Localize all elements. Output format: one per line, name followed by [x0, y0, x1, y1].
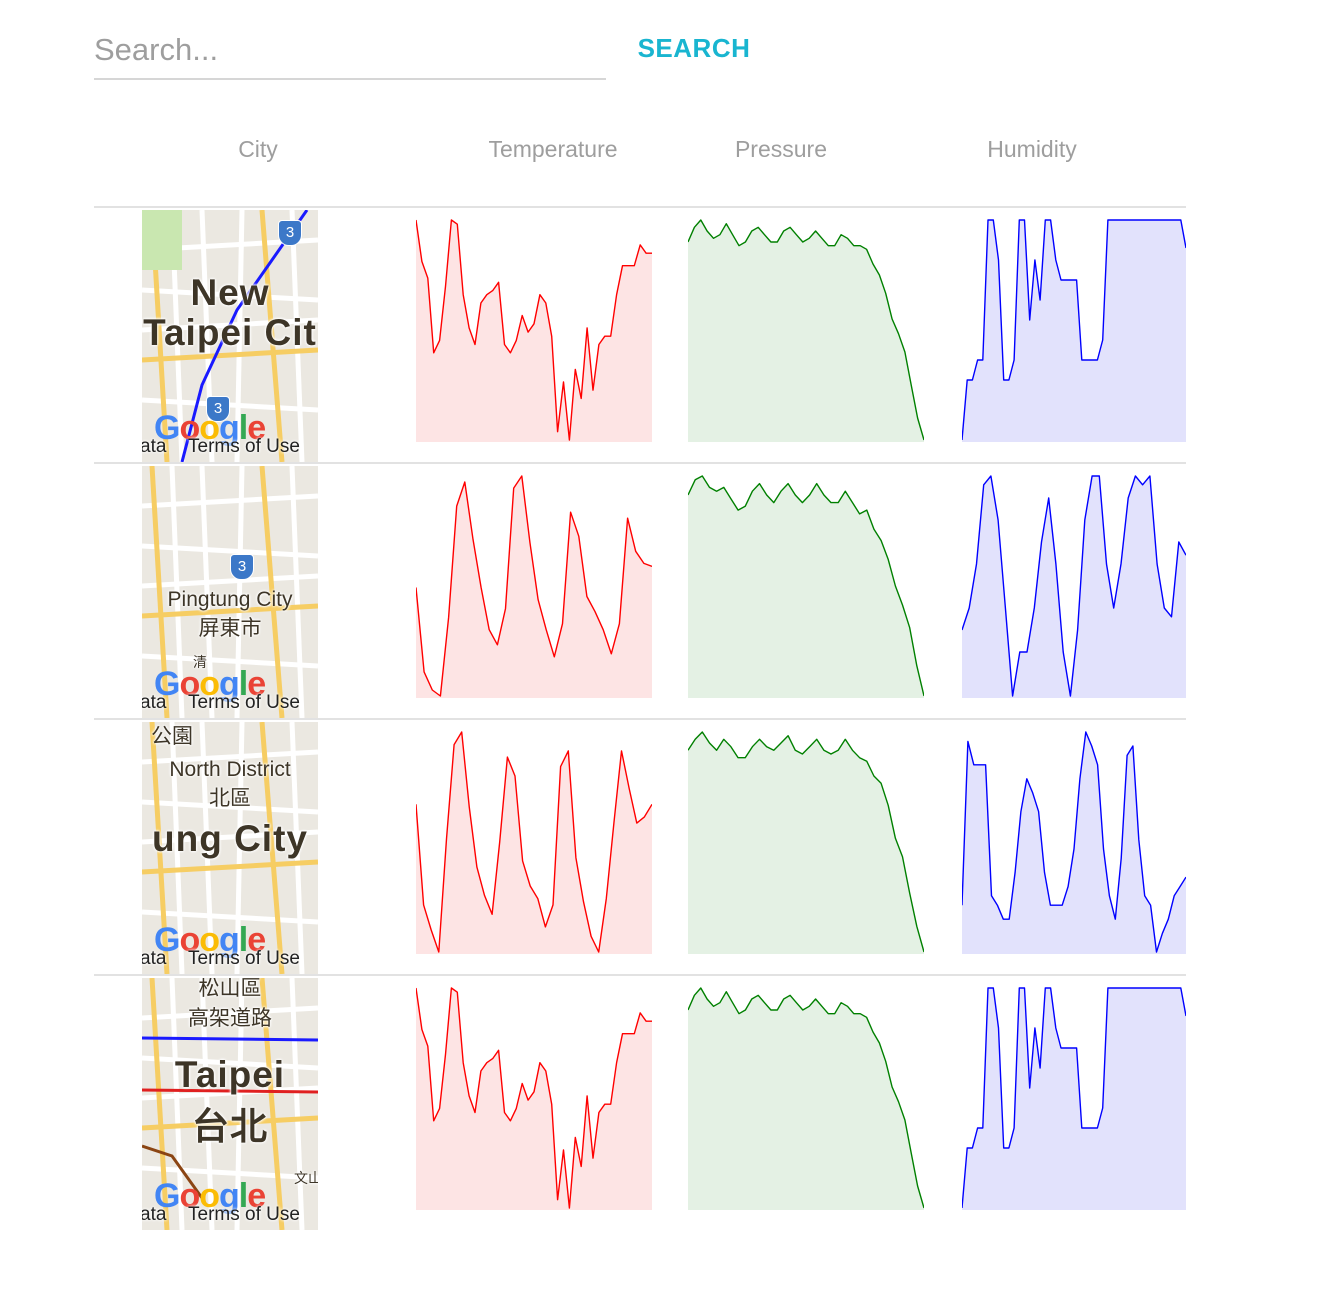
map-place-label: ung City	[152, 818, 308, 859]
row-divider	[94, 718, 1186, 720]
map-tile-graphic	[142, 722, 318, 974]
city-map[interactable]: Pingtung City 屏東市清 3 Google ata Terms of Use	[142, 466, 318, 718]
temperature-sparkline	[416, 219, 652, 442]
temperature-sparkline-area	[416, 732, 652, 954]
map-place-label: 清	[193, 654, 207, 670]
pressure-sparkline-line	[688, 219, 924, 441]
map-place-label: 文山	[294, 1170, 318, 1186]
column-header-humidity: Humidity	[987, 136, 1077, 162]
city-map[interactable]: New Taipei Cit 3 3 Google ata Terms of Use	[142, 210, 318, 462]
temperature-sparkline-line	[416, 219, 652, 441]
google-logo: Google	[154, 1177, 266, 1215]
humidity-sparkline-line	[962, 475, 1186, 697]
search-button[interactable]: SEARCH	[624, 28, 764, 68]
temperature-sparkline-area	[416, 476, 652, 698]
highway-shield-icon: 3	[230, 554, 254, 580]
map-data-attribution: ata	[142, 692, 167, 713]
pressure-sparkline	[688, 219, 924, 442]
pressure-sparkline-line	[688, 987, 924, 1209]
humidity-sparkline	[962, 731, 1186, 954]
google-logo: Google	[154, 409, 266, 447]
temperature-sparkline	[416, 987, 652, 1210]
humidity-sparkline-area	[962, 988, 1186, 1210]
column-header-temperature: Temperature	[488, 136, 618, 162]
map-place-label: Taipei Cit	[143, 312, 317, 353]
column-header-city: City	[238, 136, 278, 162]
pressure-sparkline-area	[688, 220, 924, 442]
humidity-sparkline	[962, 219, 1186, 442]
temperature-sparkline-area	[416, 220, 652, 442]
pressure-sparkline	[688, 475, 924, 698]
terms-of-use-link[interactable]: Terms of Use	[188, 436, 300, 457]
humidity-sparkline-line	[962, 731, 1186, 953]
map-data-attribution: ata	[142, 1204, 167, 1225]
terms-of-use-link[interactable]: Terms of Use	[188, 948, 300, 969]
row-divider	[94, 462, 1186, 464]
google-logo: Google	[154, 665, 266, 703]
map-place-label: 屏東市	[198, 617, 262, 640]
map-data-attribution: ata	[142, 948, 167, 969]
map-attribution: ata Terms of Use	[142, 436, 318, 460]
map-attribution: ata Terms of Use	[142, 948, 318, 972]
highway-shield-icon: 3	[278, 220, 302, 246]
humidity-sparkline	[962, 475, 1186, 698]
map-place-label: 松山區	[198, 978, 262, 1000]
pressure-sparkline-area	[688, 988, 924, 1210]
humidity-sparkline	[962, 987, 1186, 1210]
temperature-sparkline-line	[416, 987, 652, 1209]
pressure-sparkline	[688, 731, 924, 954]
pressure-sparkline	[688, 987, 924, 1210]
pressure-sparkline-area	[688, 732, 924, 954]
city-map[interactable]: 公園 North District 北區 ung City Google ata Terms…	[142, 722, 318, 974]
humidity-sparkline-area	[962, 220, 1186, 442]
pressure-sparkline-line	[688, 475, 924, 697]
google-logo: Google	[154, 921, 266, 959]
map-attribution: ata Terms of Use	[142, 692, 318, 716]
highway-shield-icon: 3	[206, 396, 230, 422]
map-place-label: 北區	[209, 787, 251, 810]
humidity-sparkline-line	[962, 987, 1186, 1209]
map-tile-graphic	[142, 978, 318, 1230]
pressure-sparkline-line	[688, 731, 924, 953]
search-field-wrapper	[94, 22, 606, 80]
temperature-sparkline	[416, 731, 652, 954]
map-place-label: 公園	[151, 725, 193, 748]
humidity-sparkline-line	[962, 219, 1186, 441]
temperature-sparkline	[416, 475, 652, 698]
map-place-label: New	[190, 272, 270, 313]
map-place-label: North District	[169, 758, 291, 781]
map-place-label: Taipei	[174, 1054, 286, 1095]
pressure-sparkline-area	[688, 476, 924, 698]
map-place-label: Pingtung City	[167, 588, 293, 611]
search-input[interactable]	[94, 30, 594, 70]
city-map[interactable]: 松山區高架道路 Taipei 台北文山 Google ata Terms of Use	[142, 978, 318, 1230]
humidity-sparkline-area	[962, 476, 1186, 698]
map-tile-graphic	[142, 466, 318, 718]
map-place-label: 高架道路	[188, 1007, 272, 1030]
header-divider	[94, 206, 1186, 208]
map-data-attribution: ata	[142, 436, 167, 457]
terms-of-use-link[interactable]: Terms of Use	[188, 692, 300, 713]
map-attribution: ata Terms of Use	[142, 1204, 318, 1228]
map-place-label: 台北	[192, 1106, 268, 1147]
row-divider	[94, 974, 1186, 976]
temperature-sparkline-area	[416, 988, 652, 1210]
temperature-sparkline-line	[416, 731, 652, 953]
terms-of-use-link[interactable]: Terms of Use	[188, 1204, 300, 1225]
temperature-sparkline-line	[416, 475, 652, 697]
humidity-sparkline-area	[962, 732, 1186, 954]
column-header-pressure: Pressure	[734, 136, 828, 162]
